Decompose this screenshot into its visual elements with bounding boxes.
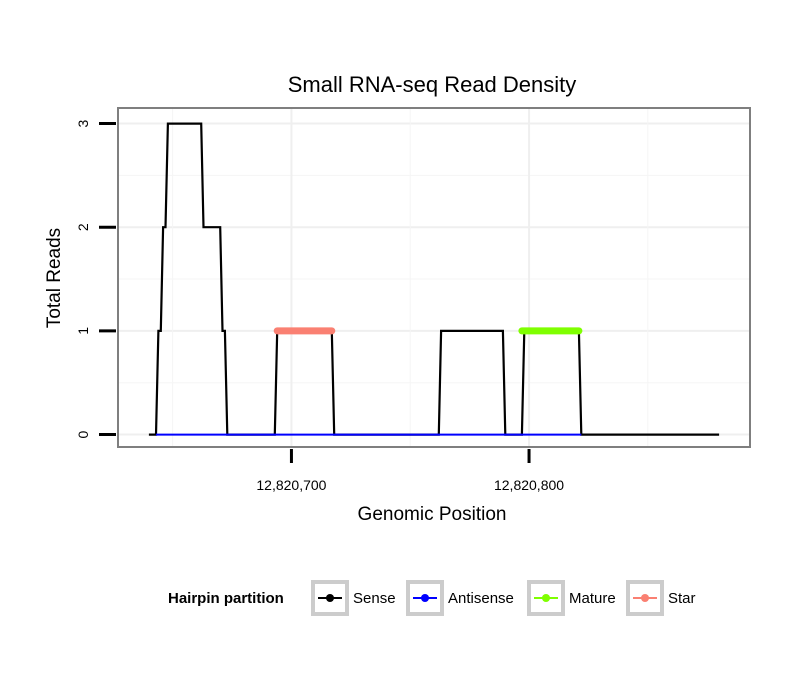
legend-key-point — [542, 594, 550, 602]
plot-panel-border — [117, 107, 751, 448]
y-tick-label: 2 — [75, 223, 91, 231]
chart-title: Small RNA-seq Read Density — [288, 72, 577, 97]
y-tick-label: 0 — [75, 430, 91, 438]
legend-label: Mature — [569, 590, 616, 607]
data-series — [148, 122, 720, 436]
x-axis-title: Genomic Position — [358, 504, 507, 525]
legend-item-sense: Sense — [311, 580, 396, 616]
x-axis-ticks: 12,820,700 12,820,800 — [256, 449, 564, 493]
legend-item-mature: Mature — [527, 580, 616, 616]
y-axis-title: Total Reads — [44, 228, 65, 328]
x-tick-label: 12,820,800 — [494, 477, 564, 493]
legend-key-point — [326, 594, 334, 602]
legend: Hairpin partition Sense Antisense Mature St… — [168, 580, 696, 616]
legend-label: Sense — [353, 590, 396, 607]
legend-title: Hairpin partition — [168, 590, 284, 607]
legend-key-point — [641, 594, 649, 602]
legend-label: Star — [668, 590, 696, 607]
y-tick-label: 3 — [75, 119, 91, 127]
x-tick-label: 12,820,700 — [256, 477, 326, 493]
legend-key-point — [421, 594, 429, 602]
legend-items: Sense Antisense Mature Star — [311, 580, 696, 616]
legend-item-star: Star — [626, 580, 696, 616]
legend-label: Antisense — [448, 590, 514, 607]
y-tick-label: 1 — [75, 327, 91, 335]
legend-item-antisense: Antisense — [406, 580, 514, 616]
y-axis-ticks: 0 1 2 3 — [75, 119, 116, 438]
